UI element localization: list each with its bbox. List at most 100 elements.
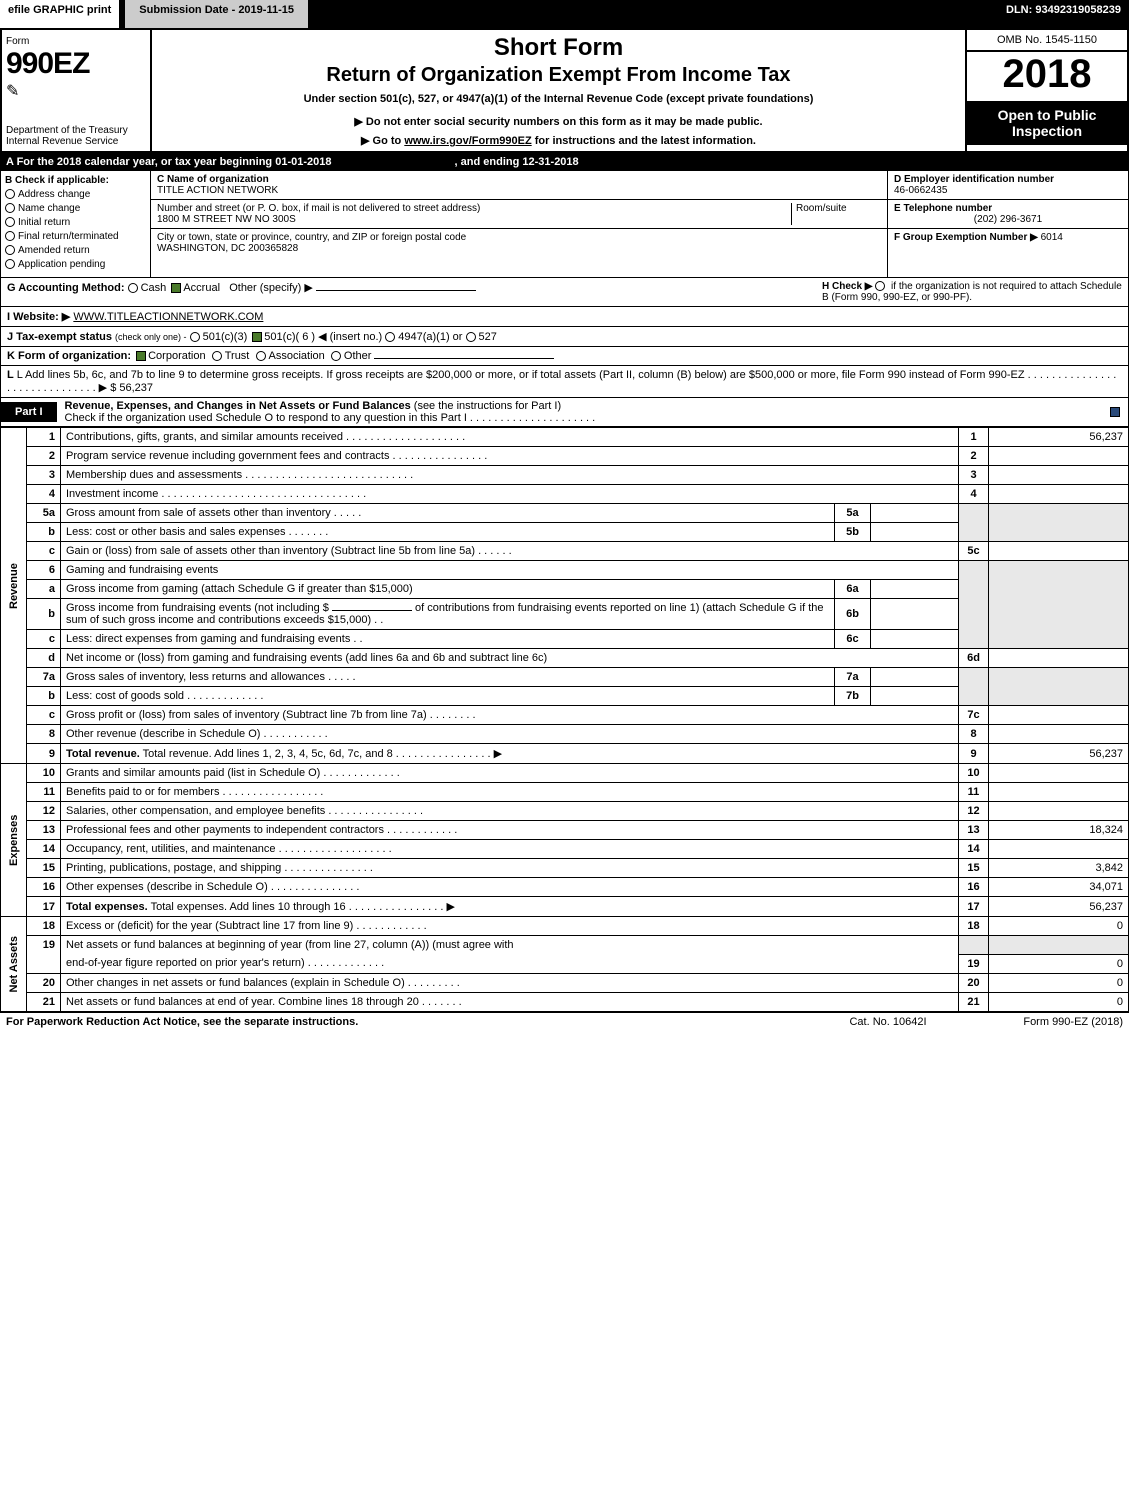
rn-10: 10 xyxy=(959,764,989,783)
chk-h[interactable] xyxy=(875,281,885,291)
n-20: 20 xyxy=(27,973,61,992)
row-12: 12 Salaries, other compensation, and emp… xyxy=(1,802,1129,821)
part-1-note: (see the instructions for Part I) xyxy=(414,400,561,412)
n-9: 9 xyxy=(27,744,61,764)
chk-final-return[interactable]: Final return/terminated xyxy=(5,231,146,242)
chk-trust[interactable] xyxy=(212,351,222,361)
chk-address-change[interactable]: Address change xyxy=(5,189,146,200)
rv-12 xyxy=(989,802,1129,821)
cat-number: Cat. No. 10642I xyxy=(813,1016,963,1028)
rv-15: 3,842 xyxy=(989,859,1129,878)
chk-other-org[interactable] xyxy=(331,351,341,361)
rn-7c: 7c xyxy=(959,706,989,725)
j-note: (check only one) - xyxy=(115,332,187,342)
dln: DLN: 93492319058239 xyxy=(998,0,1129,28)
sv-6b xyxy=(871,599,959,630)
do-not-enter: ▶ Do not enter social security numbers o… xyxy=(158,115,959,128)
d-16: Other expenses (describe in Schedule O) … xyxy=(61,878,959,897)
box-b: B Check if applicable: Address change Na… xyxy=(1,171,151,277)
header-middle: Short Form Return of Organization Exempt… xyxy=(152,30,967,151)
d-7c: Gross profit or (loss) from sales of inv… xyxy=(61,706,959,725)
chk-527[interactable] xyxy=(466,332,476,342)
n-6a: a xyxy=(27,580,61,599)
efile-graphic-print[interactable]: efile GRAPHIC print xyxy=(0,0,119,28)
chk-501c3[interactable] xyxy=(190,332,200,342)
n-6d: d xyxy=(27,649,61,668)
n-1: 1 xyxy=(27,428,61,447)
chk-501c[interactable] xyxy=(252,332,262,342)
part-1-check-line: Check if the organization used Schedule … xyxy=(65,412,596,424)
row-19a: 19 Net assets or fund balances at beginn… xyxy=(1,936,1129,955)
rn-6d: 6d xyxy=(959,649,989,668)
rv-19: 0 xyxy=(989,954,1129,973)
k-assoc: Association xyxy=(269,350,325,362)
d-19a: Net assets or fund balances at beginning… xyxy=(61,936,959,955)
chk-part1-schedule-o[interactable] xyxy=(1110,407,1120,417)
d-3: Membership dues and assessments . . . . … xyxy=(61,466,959,485)
row-20: 20 Other changes in net assets or fund b… xyxy=(1,973,1129,992)
rv-5c xyxy=(989,542,1129,561)
rn-20: 20 xyxy=(959,973,989,992)
d-6: Gaming and fundraising events xyxy=(61,561,959,580)
j-4947: 4947(a)(1) or xyxy=(398,331,462,343)
tax-year: 2018 xyxy=(967,52,1127,101)
form-number: 990EZ xyxy=(6,47,146,81)
d-7b: Less: cost of goods sold . . . . . . . .… xyxy=(61,687,835,706)
row-9: 9 Total revenue. Total revenue. Add line… xyxy=(1,744,1129,764)
sn-7a: 7a xyxy=(835,668,871,687)
chk-application-pending[interactable]: Application pending xyxy=(5,259,146,270)
phone-value: (202) 296-3671 xyxy=(894,214,1122,225)
dept-text: Department of the Treasury xyxy=(6,125,128,136)
chk-name-change[interactable]: Name change xyxy=(5,203,146,214)
rn-18: 18 xyxy=(959,917,989,936)
l-text: L Add lines 5b, 6c, and 7b to line 9 to … xyxy=(7,369,1116,394)
rv-11 xyxy=(989,783,1129,802)
sv-5a xyxy=(871,504,959,523)
irs-text: Internal Revenue Service xyxy=(6,136,118,147)
chk-accrual[interactable] xyxy=(171,283,181,293)
room-label: Room/suite xyxy=(796,203,847,214)
website-link[interactable]: WWW.TITLEACTIONNETWORK.COM xyxy=(73,311,263,323)
d-5a: Gross amount from sale of assets other t… xyxy=(61,504,835,523)
row-11: 11 Benefits paid to or for members . . .… xyxy=(1,783,1129,802)
goto-suffix: for instructions and the latest informat… xyxy=(535,135,756,147)
rn-5c: 5c xyxy=(959,542,989,561)
d-5c: Gain or (loss) from sale of assets other… xyxy=(61,542,959,561)
n-7c: c xyxy=(27,706,61,725)
chk-amended-return[interactable]: Amended return xyxy=(5,245,146,256)
form-number-footer: Form 990-EZ (2018) xyxy=(963,1016,1123,1028)
row-j: J Tax-exempt status (check only one) - 5… xyxy=(1,327,1128,347)
row-16: 16 Other expenses (describe in Schedule … xyxy=(1,878,1129,897)
omb-number: OMB No. 1545-1150 xyxy=(967,30,1127,52)
k-label: K Form of organization: xyxy=(7,350,131,362)
row-5b: b Less: cost or other basis and sales ex… xyxy=(1,523,1129,542)
rv-13: 18,324 xyxy=(989,821,1129,840)
goto-prefix: ▶ Go to xyxy=(361,135,404,147)
row-13: 13 Professional fees and other payments … xyxy=(1,821,1129,840)
d-18: Excess or (deficit) for the year (Subtra… xyxy=(61,917,959,936)
rv-10 xyxy=(989,764,1129,783)
box-c: C Name of organization TITLE ACTION NETW… xyxy=(151,171,888,277)
row-6a: a Gross income from gaming (attach Sched… xyxy=(1,580,1129,599)
d-4: Investment income . . . . . . . . . . . … xyxy=(61,485,959,504)
sv-6a xyxy=(871,580,959,599)
chk-4947[interactable] xyxy=(385,332,395,342)
row-15: 15 Printing, publications, postage, and … xyxy=(1,859,1129,878)
n-12: 12 xyxy=(27,802,61,821)
chk-initial-return[interactable]: Initial return xyxy=(5,217,146,228)
form-label: Form xyxy=(6,36,146,47)
i-label: I Website: ▶ xyxy=(7,311,70,323)
irs-link[interactable]: www.irs.gov/Form990EZ xyxy=(404,135,531,147)
rv-8 xyxy=(989,725,1129,744)
row-6: 6 Gaming and fundraising events xyxy=(1,561,1129,580)
chk-corporation[interactable] xyxy=(136,351,146,361)
n-5b: b xyxy=(27,523,61,542)
chk-association[interactable] xyxy=(256,351,266,361)
tax-year-end: 12-31-2018 xyxy=(522,156,578,168)
part-1-header: Part I Revenue, Expenses, and Changes in… xyxy=(0,398,1129,427)
n-19: 19 xyxy=(27,936,61,955)
k-corp: Corporation xyxy=(148,350,205,362)
sn-6b: 6b xyxy=(835,599,871,630)
row-4: 4 Investment income . . . . . . . . . . … xyxy=(1,485,1129,504)
chk-cash[interactable] xyxy=(128,283,138,293)
